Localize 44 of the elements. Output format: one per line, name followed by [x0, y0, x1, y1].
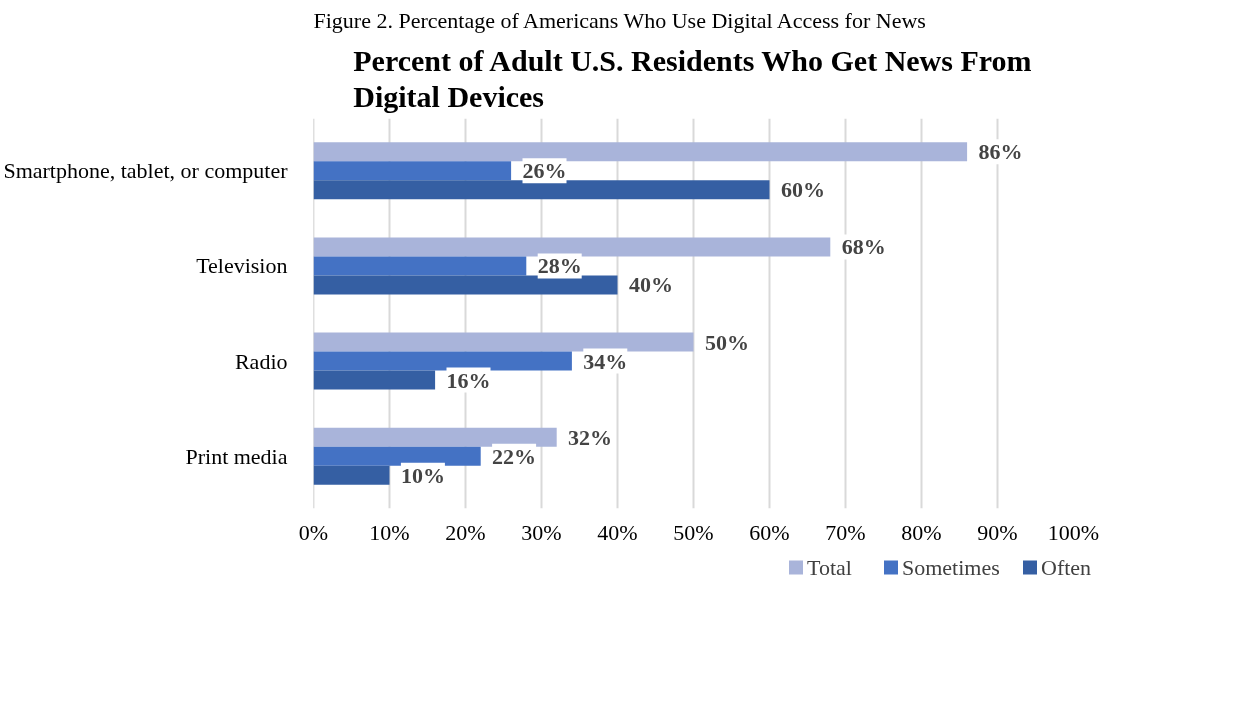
data-label: 50% — [704, 329, 749, 355]
bar — [313, 465, 390, 485]
bar — [313, 351, 572, 371]
bar — [313, 370, 436, 390]
bar — [313, 427, 557, 447]
data-label: 68% — [841, 234, 886, 260]
data-label: 28% — [537, 253, 582, 279]
bar — [313, 142, 968, 162]
y-tick-label: Smartphone, tablet, or computer — [3, 158, 289, 184]
data-label: 40% — [628, 272, 673, 298]
data-label: 10% — [400, 462, 445, 488]
legend-label: Sometimes — [902, 555, 1000, 580]
x-tick-label: 30% — [521, 519, 562, 545]
x-tick-label: 20% — [445, 519, 486, 545]
data-label: 26% — [522, 158, 567, 184]
data-label: 86% — [978, 139, 1023, 165]
data-label: 60% — [780, 177, 825, 203]
bar — [313, 161, 512, 181]
data-label: 16% — [446, 367, 491, 393]
legend-label: Total — [807, 555, 852, 580]
x-tick-label: 70% — [825, 519, 866, 545]
bar — [313, 446, 481, 466]
data-label: 32% — [568, 424, 613, 450]
x-tick-label: 40% — [597, 519, 638, 545]
x-tick-label: 0% — [298, 519, 329, 545]
data-label: 22% — [492, 443, 537, 469]
x-tick-label: 90% — [977, 519, 1018, 545]
y-tick-label: Television — [196, 253, 288, 279]
x-tick-label: 60% — [749, 519, 790, 545]
caption: Figure 2. Percentage of Americans Who Use Digital Access for News — [313, 7, 926, 33]
x-tick-label: 100% — [1047, 519, 1100, 545]
bar — [313, 237, 831, 257]
x-tick-label: 80% — [901, 519, 942, 545]
bar — [313, 332, 694, 352]
legend-label: Often — [1041, 555, 1092, 580]
chart-title: Percent of Adult U.S. Residents Who Get News From Digital Devices — [353, 44, 1032, 114]
bar — [313, 256, 527, 276]
y-tick-label: Radio — [234, 348, 288, 374]
bar — [313, 180, 770, 200]
bar — [313, 275, 618, 295]
x-tick-label: 10% — [369, 519, 410, 545]
x-tick-label: 50% — [673, 519, 714, 545]
y-tick-label: Print media — [185, 443, 288, 469]
data-label: 34% — [583, 348, 628, 374]
